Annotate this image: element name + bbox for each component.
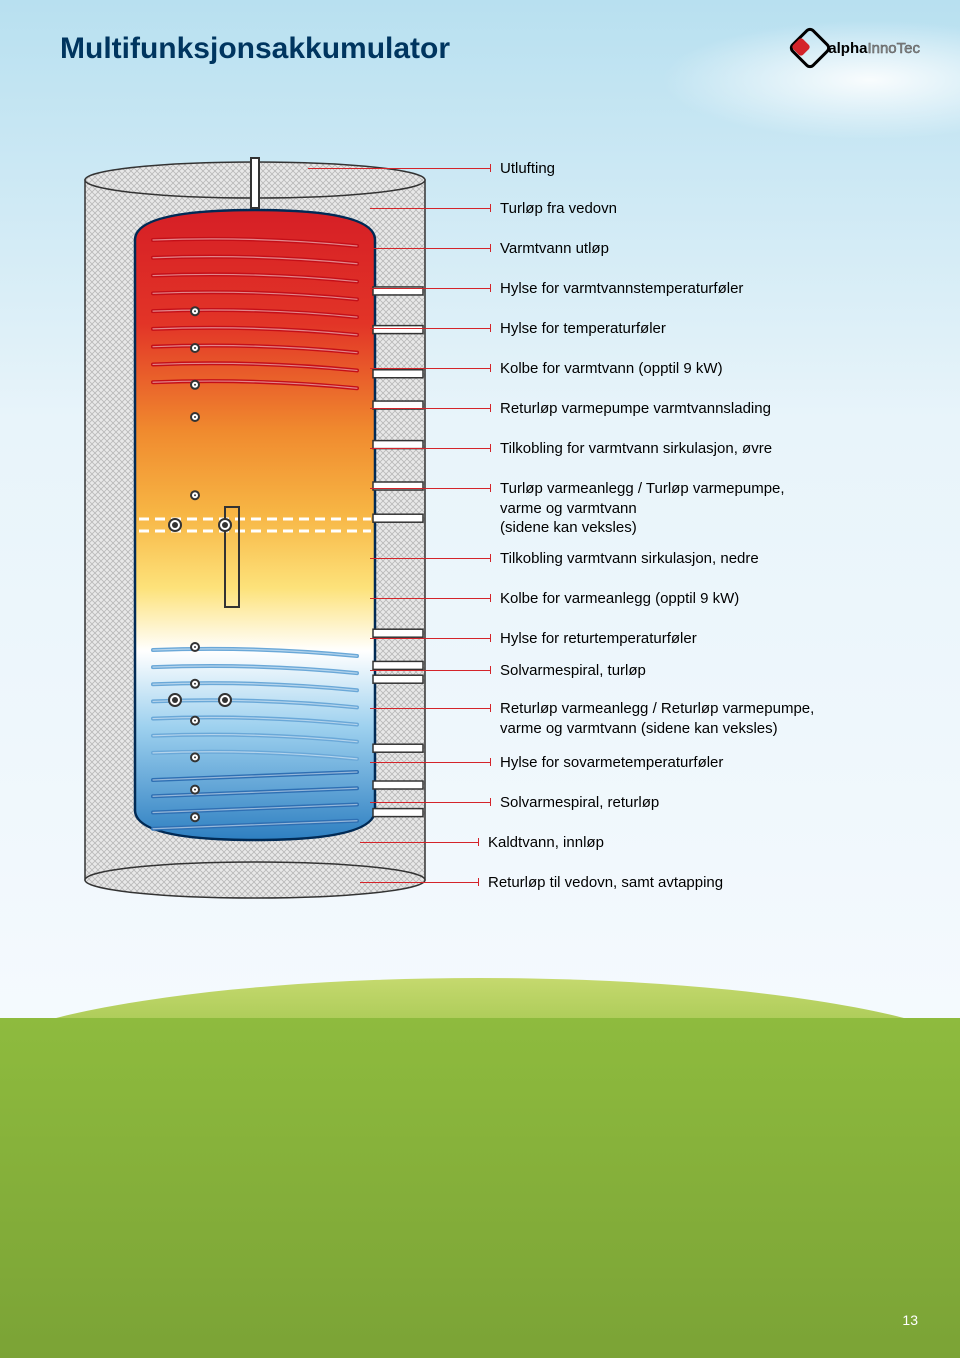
leader-tick bbox=[490, 704, 491, 712]
diagram-label: Turløp fra vedovn bbox=[500, 199, 617, 219]
leader-line bbox=[370, 762, 490, 763]
leader-tick bbox=[490, 798, 491, 806]
diagram-label: Tilkobling for varmtvann sirkulasjon, øv… bbox=[500, 439, 772, 459]
leader-tick bbox=[490, 758, 491, 766]
diagram-label: Kolbe for varmeanlegg (opptil 9 kW) bbox=[500, 589, 739, 609]
diagram-label: Hylse for returtemperaturføler bbox=[500, 629, 697, 649]
leader-tick bbox=[490, 204, 491, 212]
diagram-label: Utlufting bbox=[500, 159, 555, 179]
brand-logo-sub: InnoTec bbox=[867, 40, 920, 57]
leader-tick bbox=[490, 164, 491, 172]
leader-tick bbox=[490, 244, 491, 252]
brand-logo: alphaInnoTec bbox=[792, 34, 920, 62]
diagram-label: Varmtvann utløp bbox=[500, 239, 609, 259]
leader-tick bbox=[478, 878, 479, 886]
leader-line bbox=[370, 638, 490, 639]
diagram-label: Returløp varmeanlegg / Returløp varmepum… bbox=[500, 699, 820, 738]
leader-line bbox=[370, 248, 490, 249]
diagram-label: Solvarmespiral, turløp bbox=[500, 661, 646, 681]
leader-line bbox=[370, 670, 490, 671]
leader-tick bbox=[490, 404, 491, 412]
leader-line bbox=[308, 168, 490, 169]
diagram-label: Solvarmespiral, returløp bbox=[500, 793, 659, 813]
label-container: Utlufting Turløp fra vedovn Varmtvann utlø… bbox=[60, 150, 900, 930]
leader-line bbox=[370, 488, 490, 489]
brand-logo-icon bbox=[792, 34, 824, 62]
leader-tick bbox=[490, 484, 491, 492]
leader-line bbox=[370, 558, 490, 559]
diagram-label: Hylse for varmtvannstemperaturføler bbox=[500, 279, 743, 299]
diagram-label: Hylse for temperaturføler bbox=[500, 319, 666, 339]
leader-line bbox=[370, 328, 490, 329]
leader-tick bbox=[490, 666, 491, 674]
page-number: 13 bbox=[902, 1312, 918, 1328]
leader-tick bbox=[490, 634, 491, 642]
diagram-label: Returløp til vedovn, samt avtapping bbox=[488, 873, 723, 893]
diagram-label: Turløp varmeanlegg / Turløp varmepumpe,v… bbox=[500, 479, 820, 538]
page-title: Multifunksjonsakkumulator bbox=[60, 32, 450, 66]
leader-tick bbox=[490, 594, 491, 602]
leader-tick bbox=[490, 284, 491, 292]
leader-line bbox=[370, 598, 490, 599]
leader-line bbox=[370, 408, 490, 409]
leader-line bbox=[360, 842, 478, 843]
leader-tick bbox=[490, 444, 491, 452]
leader-line bbox=[370, 368, 490, 369]
leader-tick bbox=[478, 838, 479, 846]
leader-line bbox=[370, 448, 490, 449]
leader-tick bbox=[490, 324, 491, 332]
leader-line bbox=[370, 208, 490, 209]
leader-tick bbox=[490, 554, 491, 562]
leader-line bbox=[370, 288, 490, 289]
background-grass bbox=[0, 1018, 960, 1358]
diagram-label: Returløp varmepumpe varmtvannslading bbox=[500, 399, 771, 419]
diagram: Utlufting Turløp fra vedovn Varmtvann utlø… bbox=[60, 150, 900, 930]
diagram-label: Kolbe for varmtvann (opptil 9 kW) bbox=[500, 359, 723, 379]
leader-tick bbox=[490, 364, 491, 372]
brand-logo-main: alpha bbox=[828, 40, 867, 57]
leader-line bbox=[370, 708, 490, 709]
diagram-label: Tilkobling varmtvann sirkulasjon, nedre bbox=[500, 549, 759, 569]
leader-line bbox=[370, 802, 490, 803]
diagram-label: Hylse for sovarmetemperaturføler bbox=[500, 753, 723, 773]
diagram-label: Kaldtvann, innløp bbox=[488, 833, 604, 853]
leader-line bbox=[360, 882, 478, 883]
brand-logo-text: alphaInnoTec bbox=[828, 40, 920, 57]
